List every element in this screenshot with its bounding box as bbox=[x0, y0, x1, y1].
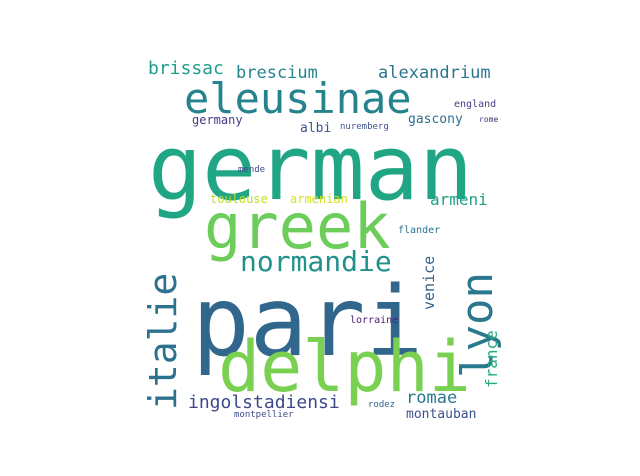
word-lorraine: lorraine bbox=[350, 315, 399, 326]
word-albi: albi bbox=[300, 121, 332, 136]
word-gascony: gascony bbox=[408, 112, 463, 127]
word-normandie: normandie bbox=[240, 245, 392, 278]
word-rodez: rodez bbox=[368, 400, 396, 410]
word-brescium: brescium bbox=[236, 63, 318, 83]
word-nuremberg: nuremberg bbox=[340, 122, 389, 132]
word-venice: venice bbox=[420, 255, 438, 310]
word-toulouse: toulouse bbox=[210, 192, 268, 206]
word-pari: pari bbox=[192, 266, 424, 378]
word-mende: mende bbox=[238, 165, 266, 175]
word-romae: romae bbox=[406, 388, 458, 408]
word-rome: rome bbox=[479, 115, 499, 124]
word-eleusinae: eleusinae bbox=[184, 74, 412, 123]
word-france: france bbox=[482, 330, 501, 388]
word-brissac: brissac bbox=[148, 58, 224, 79]
word-delphi: delphi bbox=[218, 326, 471, 408]
word-england: england bbox=[454, 99, 497, 110]
word-italie: italie bbox=[142, 272, 185, 410]
word-montauban: montauban bbox=[406, 407, 477, 422]
word-armenian: armenian bbox=[290, 192, 348, 206]
word-germany: germany bbox=[192, 113, 243, 127]
word-flander: flander bbox=[398, 225, 441, 236]
word-armeni: armeni bbox=[430, 190, 488, 209]
word-alexandrium: alexandrium bbox=[378, 63, 491, 83]
word-cloud: pari german delphi greek eleusinae lyon … bbox=[142, 48, 514, 428]
word-greek: greek bbox=[204, 190, 391, 263]
word-ingolstadiensi: ingolstadiensi bbox=[188, 392, 340, 413]
word-montpellier: montpellier bbox=[234, 410, 294, 420]
word-german: german bbox=[148, 116, 474, 221]
